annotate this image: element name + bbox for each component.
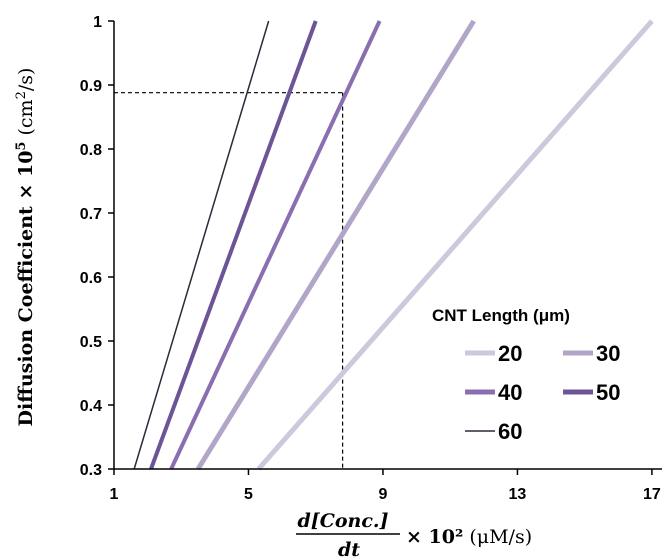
legend-label-30: 30 [596, 341, 620, 366]
x-axis-label-suffix: × 10² (μM/s) [406, 526, 532, 548]
y-axis-label-main: Diffusion Coefficient × 10 [15, 151, 37, 427]
series-lines [133, 19, 654, 471]
series-line-50 [149, 20, 318, 470]
x-axis-label-numerator: d[Conc.] [297, 510, 388, 532]
series-line-30 [195, 19, 476, 471]
legend: CNT Length (μm) 20 30 40 50 60 [432, 306, 620, 444]
tick-labels: 0.3 0.4 0.5 0.6 0.7 0.8 0.9 1 1 5 9 13 17 [80, 14, 661, 503]
y-axis-label: Diffusion Coefficient × 105 (cm2/s) [14, 68, 38, 427]
y-axis-label-exp: 5 [14, 142, 29, 151]
y-tick-label: 0.3 [80, 462, 102, 479]
y-tick-label: 0.6 [80, 270, 102, 287]
x-tick-label: 9 [379, 486, 388, 503]
x-tick-label: 5 [244, 486, 253, 503]
y-axis-label-units-close: /s) [15, 68, 37, 92]
reference-lines [114, 92, 344, 469]
x-axis-label-units: (μM/s) [469, 526, 532, 548]
x-axis-label-multiplier: × 10² [406, 526, 463, 548]
legend-label-40: 40 [498, 380, 522, 405]
series-line-60 [133, 20, 270, 470]
y-axis-label-units-open: (cm [15, 99, 37, 141]
y-tick-label: 0.9 [80, 78, 102, 95]
series-line-20 [256, 19, 654, 471]
y-tick-label: 0.7 [80, 206, 102, 223]
y-axis-label-units-exp: 2 [14, 91, 29, 99]
y-tick-label: 0.8 [80, 142, 102, 159]
legend-label-60: 60 [498, 419, 522, 444]
y-tick-label: 0.4 [80, 398, 102, 415]
legend-title: CNT Length (μm) [432, 306, 570, 325]
x-axis-label-denominator: dt [338, 539, 360, 560]
x-axis-label: d[Conc.] dt × 10² (μM/s) [296, 510, 532, 560]
y-tick-label: 1 [93, 14, 102, 31]
axes [108, 20, 662, 475]
y-tick-label: 0.5 [80, 334, 102, 351]
legend-label-50: 50 [596, 380, 620, 405]
legend-label-20: 20 [498, 341, 522, 366]
series-line-40 [169, 20, 382, 470]
x-tick-label: 1 [110, 486, 119, 503]
x-tick-label: 17 [643, 486, 661, 503]
x-tick-label: 13 [509, 486, 527, 503]
